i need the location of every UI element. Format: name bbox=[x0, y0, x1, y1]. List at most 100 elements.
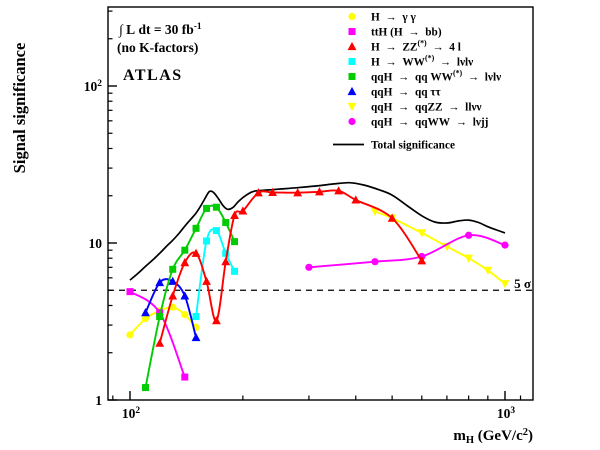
data-point-marker bbox=[168, 291, 178, 300]
x-tick-label: 103 bbox=[497, 406, 516, 421]
data-point-marker bbox=[155, 277, 165, 287]
y-tick-label: 1 bbox=[95, 393, 102, 408]
series-5 bbox=[141, 276, 201, 342]
data-point-marker bbox=[126, 331, 134, 339]
legend-label: H → WW(*) → lνlν bbox=[371, 54, 473, 69]
legend-entry: Total significance bbox=[333, 140, 455, 152]
data-point-marker bbox=[347, 102, 357, 112]
axes-layer: 102 103 1 10 102 bbox=[84, 10, 533, 421]
data-point-marker bbox=[203, 237, 211, 245]
data-point-marker bbox=[334, 186, 344, 195]
data-point-marker bbox=[293, 188, 303, 197]
data-point-marker bbox=[169, 303, 177, 311]
data-point-marker bbox=[348, 117, 356, 126]
data-point-marker bbox=[126, 288, 134, 296]
series-2 bbox=[155, 186, 427, 347]
series-8 bbox=[129, 181, 506, 281]
data-point-marker bbox=[156, 313, 164, 321]
data-point-marker bbox=[222, 219, 230, 227]
legend-entry: H → WW(*) → lνlν bbox=[348, 54, 473, 69]
data-point-marker bbox=[305, 263, 313, 271]
data-point-marker bbox=[315, 187, 324, 196]
legend-entry: qqH → qqWW → lνjj bbox=[348, 117, 489, 129]
legend-label: qqH → qqZZ → llνν bbox=[371, 102, 482, 114]
luminosity-label: ∫ L dt = 30 fb-1 bbox=[118, 22, 202, 38]
experiment-label: ATLAS bbox=[123, 67, 183, 84]
data-point-marker bbox=[348, 28, 356, 35]
legend-entry: qqH → qq WW(*) → lνlν bbox=[348, 69, 501, 84]
data-point-marker bbox=[212, 227, 220, 235]
data-point-marker bbox=[348, 58, 356, 65]
data-point-marker bbox=[348, 12, 356, 21]
legend-label: qqH → qq WW(*) → lνlν bbox=[371, 69, 501, 84]
data-point-marker bbox=[168, 276, 178, 285]
series-curve bbox=[129, 181, 506, 281]
data-point-marker bbox=[348, 73, 356, 80]
kfactor-label: (no K-factors) bbox=[117, 40, 198, 55]
data-point-marker bbox=[203, 204, 211, 212]
plot-frame bbox=[107, 6, 534, 401]
legend-entry: qqH → qqZZ → llνν bbox=[347, 102, 482, 114]
data-point-marker bbox=[221, 257, 231, 266]
data-point-marker bbox=[254, 188, 263, 197]
data-point-marker bbox=[500, 280, 510, 289]
series-curve bbox=[129, 290, 186, 378]
series-4 bbox=[142, 203, 239, 392]
legend-entry: H → ZZ(*) → 4 l bbox=[347, 39, 461, 54]
data-point-marker bbox=[155, 338, 165, 347]
legend-label: qqH → qq ττ bbox=[371, 87, 442, 99]
data-point-marker bbox=[222, 249, 230, 257]
y-tick-label: 10 bbox=[89, 236, 103, 251]
data-point-marker bbox=[181, 373, 189, 381]
data-point-marker bbox=[192, 313, 200, 321]
data-point-marker bbox=[180, 258, 190, 267]
data-point-marker bbox=[212, 203, 220, 211]
data-point-marker bbox=[464, 254, 474, 263]
legend-label: qqH → qqWW → lνjj bbox=[371, 117, 489, 129]
data-point-marker bbox=[231, 238, 239, 246]
legend-entry: H → γ γ bbox=[348, 12, 416, 24]
data-point-marker bbox=[181, 310, 189, 319]
data-point-marker bbox=[141, 308, 150, 317]
data-point-marker bbox=[231, 267, 239, 275]
data-point-marker bbox=[465, 231, 473, 239]
y-tick-label: 102 bbox=[84, 79, 103, 94]
legend-entry: ttH (H → bb) bbox=[348, 27, 442, 39]
data-point-marker bbox=[169, 265, 177, 273]
legend-label: ttH (H → bb) bbox=[371, 27, 442, 39]
legend-label: Total significance bbox=[371, 140, 455, 152]
data-point-marker bbox=[387, 213, 397, 222]
data-point-marker bbox=[268, 187, 277, 197]
y-axis-label: Signal significance bbox=[10, 43, 29, 174]
data-point-marker bbox=[230, 210, 239, 219]
legend-entry: qqH → qq ττ bbox=[347, 86, 442, 99]
data-point-marker bbox=[191, 248, 201, 257]
data-point-marker bbox=[181, 246, 189, 254]
series-1 bbox=[126, 288, 189, 381]
x-tick-label: 102 bbox=[122, 406, 141, 421]
data-point-marker bbox=[417, 256, 427, 265]
x-axis-label: mH (GeV/c2) bbox=[453, 427, 533, 446]
data-point-marker bbox=[238, 206, 248, 215]
data-point-marker bbox=[351, 195, 361, 204]
data-point-marker bbox=[192, 224, 200, 232]
data-point-marker bbox=[501, 241, 509, 249]
data-point-marker bbox=[212, 316, 221, 325]
data-point-marker bbox=[191, 332, 201, 342]
legend-label: H → γ γ bbox=[371, 12, 416, 24]
legend-layer: H → γ γ ttH (H → bb)H → ZZ(*) → 4 lH → WW… bbox=[333, 12, 501, 152]
data-point-marker bbox=[371, 258, 379, 266]
five-sigma-label: 5 σ bbox=[514, 276, 531, 291]
data-point-marker bbox=[180, 291, 190, 300]
legend-label: H → ZZ(*) → 4 l bbox=[371, 39, 461, 54]
data-point-marker bbox=[142, 384, 150, 392]
data-point-marker bbox=[483, 266, 493, 275]
data-point-marker bbox=[347, 86, 357, 96]
data-point-marker bbox=[141, 314, 150, 323]
data-layer bbox=[126, 181, 510, 392]
data-point-marker bbox=[347, 41, 357, 51]
data-point-marker bbox=[202, 276, 211, 285]
data-point-marker bbox=[417, 229, 427, 238]
